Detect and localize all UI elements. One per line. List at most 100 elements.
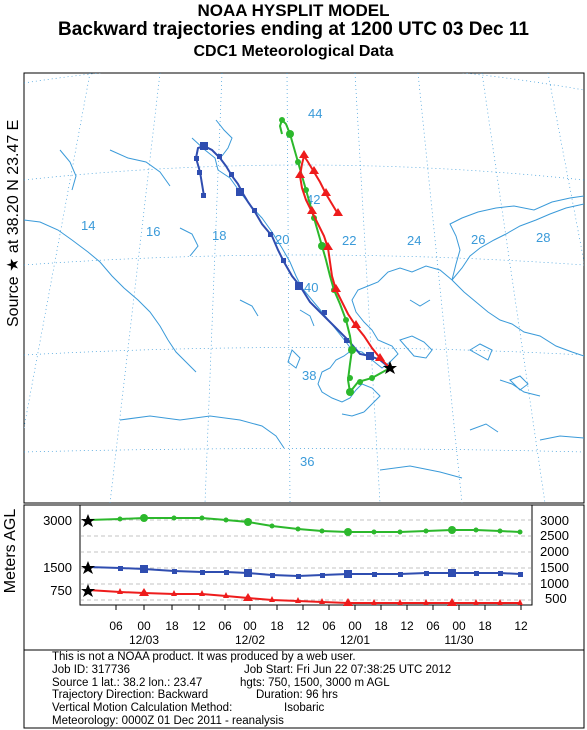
info-source-row: Source 1 lat.: 38.2 lon.: 23.47 hgts: 750… (52, 677, 532, 690)
profile-750m (87, 588, 523, 606)
traj-750-marker (307, 206, 317, 214)
info-job-start: Job Start: Fri Jun 22 07:38:25 UTC 2012 (244, 663, 452, 676)
traj-3000-marker (369, 375, 375, 381)
traj-1500-marker (200, 142, 208, 150)
title-met-data: CDC1 Meteorological Data (193, 43, 394, 60)
traj-1500-marker (322, 310, 327, 315)
info-duration: Duration: 96 hrs (256, 689, 338, 702)
info-meteorology: Meteorology: 0000Z 01 Dec 2011 - reanaly… (52, 714, 284, 727)
lat-grid (24, 73, 584, 453)
map-grid-labels: 14 16 18 20 22 24 26 28 44 42 40 38 36 (81, 106, 550, 469)
left-tick-3000: 3000 (43, 513, 72, 528)
hour-tick: 06 (426, 619, 440, 633)
date-label-1130: 11/30 (444, 633, 473, 647)
lat-label-36: 36 (300, 454, 314, 469)
hour-tick: 12 (296, 619, 310, 633)
lon-label-26: 26 (471, 232, 485, 247)
lon-label-18: 18 (212, 228, 226, 243)
profile-left-axis: 3000 1500 750 (43, 513, 72, 598)
lat-label-40: 40 (304, 280, 318, 295)
right-tick-2000: 2000 (540, 544, 569, 559)
title-model: NOAA HYSPLIT MODEL (197, 1, 390, 20)
lat-label-38: 38 (302, 368, 316, 383)
info-direction-row: Trajectory Direction: Backward Duration: … (52, 689, 532, 702)
time-axis-labels: 06 00 18 12 06 00 18 12 06 00 18 12 06 0… (109, 619, 528, 647)
traj-3000-marker (348, 346, 356, 354)
traj-3000-marker (279, 117, 285, 123)
profile-1500m (87, 565, 523, 579)
traj-1500-marker (197, 170, 202, 175)
info-job-row: Job ID: 317736 Job Start: Fri Jun 22 07:3… (52, 664, 532, 677)
lon-label-20: 20 (275, 232, 289, 247)
hour-tick: 00 (137, 619, 151, 633)
hour-tick: 00 (243, 619, 257, 633)
hour-tick: 00 (452, 619, 466, 633)
left-tick-750: 750 (50, 583, 72, 598)
date-label-1202: 12/02 (235, 633, 265, 647)
traj-1500-marker (295, 282, 303, 290)
hour-tick: 06 (322, 619, 336, 633)
traj-1500-marker (217, 154, 222, 159)
info-vertical-row: Vertical Motion Calculation Method: Isoba… (52, 702, 532, 715)
hour-tick: 06 (218, 619, 232, 633)
time-axis-ticks (115, 605, 522, 610)
traj-3000-marker (346, 388, 354, 396)
traj-1500-marker (281, 258, 286, 263)
traj-1500-marker (344, 338, 349, 343)
traj-3000-marker (357, 379, 363, 385)
hour-tick: 18 (374, 619, 388, 633)
run-info: This is not a NOAA product. It was produ… (52, 651, 532, 728)
traj-750-marker (375, 353, 385, 361)
map-frame (23, 72, 585, 504)
right-tick-2500: 2500 (540, 528, 569, 543)
hour-tick: 18 (165, 619, 179, 633)
traj-750-marker (295, 170, 305, 178)
title-trajectories: Backward trajectories ending at 1200 UTC… (58, 19, 529, 40)
info-vertical-value: Isobaric (284, 702, 325, 715)
traj-1500-marker (229, 172, 234, 177)
right-tick-1500: 1500 (540, 560, 569, 575)
traj-1500-marker (194, 156, 199, 161)
info-disclaimer: This is not a NOAA product. It was produ… (52, 651, 356, 663)
lon-label-14: 14 (81, 218, 95, 233)
right-tick-500: 500 (545, 591, 567, 606)
traj-3000-marker (303, 187, 309, 193)
lon-label-28: 28 (536, 230, 550, 245)
traj-1500-marker (252, 208, 257, 213)
traj-3000-marker (295, 159, 301, 165)
traj-1500-marker (201, 193, 206, 198)
trajectory-1500m (194, 142, 391, 369)
profile-3000m (87, 514, 523, 536)
right-tick-3000: 3000 (540, 513, 569, 528)
date-label-1203: 12/03 (129, 633, 159, 647)
traj-750-marker (299, 150, 309, 158)
profile-gridlines (80, 519, 532, 601)
traj-750-marker (351, 320, 361, 328)
hour-tick: 06 (109, 619, 123, 633)
traj-750-marker (323, 242, 333, 250)
traj-750-marker (321, 188, 331, 196)
trajectory-750m (295, 150, 391, 369)
hour-tick: 12 (514, 619, 528, 633)
hour-tick: 12 (400, 619, 414, 633)
traj-3000-marker (347, 375, 353, 381)
traj-3000-marker (343, 317, 349, 323)
hour-tick: 18 (270, 619, 284, 633)
lon-grid (24, 73, 584, 503)
info-direction: Trajectory Direction: Backward (52, 689, 209, 702)
info-box-frame (23, 649, 585, 729)
traj-750-marker (333, 208, 343, 216)
lon-label-22: 22 (342, 233, 356, 248)
traj-750-marker (309, 166, 319, 174)
traj-3000-marker (318, 242, 326, 250)
info-heights: hgts: 750, 1500, 3000 m AGL (240, 676, 390, 689)
date-label-1201: 12/01 (340, 633, 370, 647)
traj-1500-marker (236, 188, 244, 196)
lat-label-44: 44 (308, 106, 322, 121)
info-job-id: Job ID: 317736 (52, 663, 131, 676)
traj-1500-marker (268, 232, 273, 237)
profile-source-stars (81, 514, 95, 597)
traj-750-marker (331, 284, 341, 292)
hour-tick: 12 (192, 619, 206, 633)
map-area: 14 16 18 20 22 24 26 28 44 42 40 38 36 (24, 73, 584, 503)
